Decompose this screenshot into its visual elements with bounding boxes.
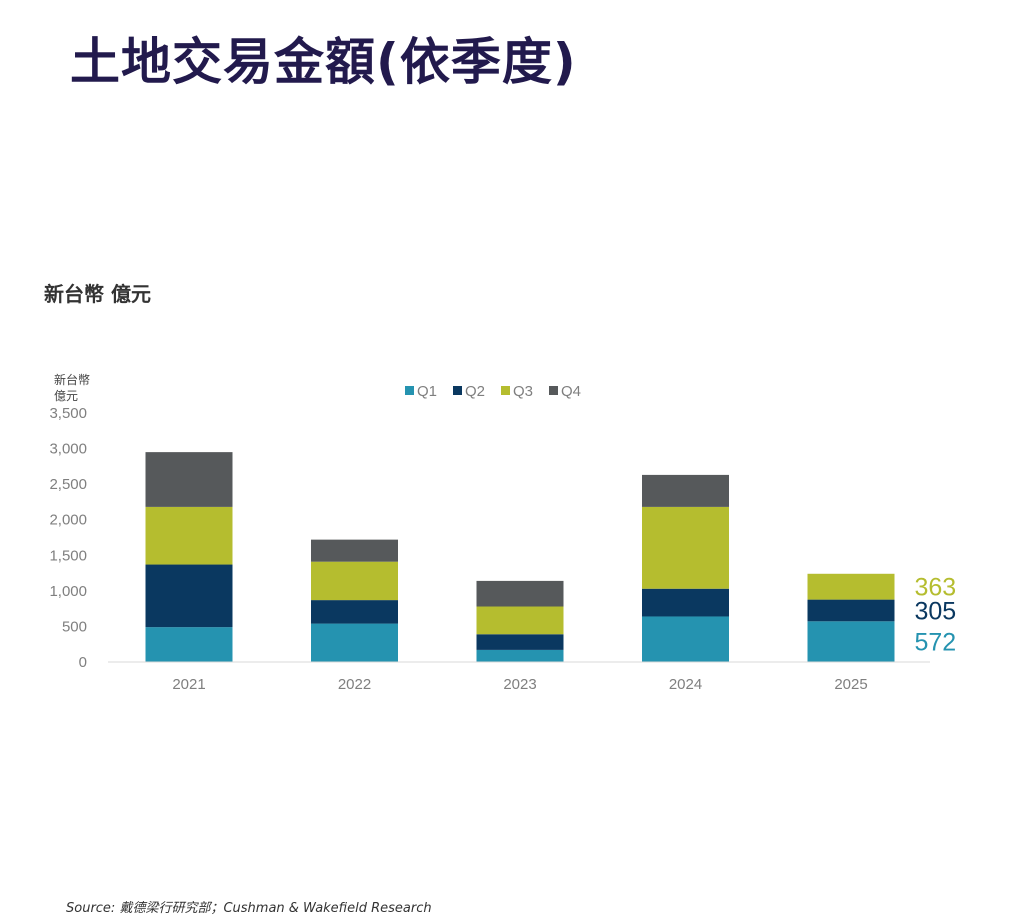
legend-swatch-q1 <box>405 386 414 395</box>
y-axis-label: 新台幣 億元 <box>54 372 90 403</box>
legend-swatch-q4 <box>549 386 558 395</box>
bar-2021-q2 <box>145 564 233 628</box>
bar-2025-q1 <box>807 621 895 662</box>
bar-2022-q4 <box>311 539 398 562</box>
bar-2023-q3 <box>476 606 564 635</box>
legend-label-q3: Q3 <box>513 383 533 400</box>
bar-2021-q3 <box>145 506 233 565</box>
y-tick-label: 1,000 <box>49 583 87 600</box>
x-tick-label: 2022 <box>338 676 371 693</box>
bar-2024-q4 <box>642 474 729 507</box>
x-tick-label: 2023 <box>503 676 536 693</box>
source-note: Source: 戴德梁行研究部；Cushman & Wakefield Rese… <box>66 901 432 916</box>
y-tick-label: 2,500 <box>49 476 87 493</box>
data-label-q1: 572 <box>915 629 957 657</box>
bar-2024-q1 <box>642 616 729 662</box>
legend-swatch-q2 <box>453 386 462 395</box>
bar-2022-q1 <box>311 623 398 662</box>
y-axis-label-line: 億元 <box>54 389 78 403</box>
bar-2025-q2 <box>807 599 895 622</box>
bars <box>145 452 895 662</box>
y-axis-label-line: 新台幣 <box>54 372 90 387</box>
x-axis-ticks: 2021 2022 2023 2024 2025 <box>172 676 867 693</box>
y-tick-label: 1,500 <box>49 547 87 564</box>
bar-2024-q2 <box>642 588 729 617</box>
legend: Q1 Q2 Q3 Q4 <box>405 383 581 400</box>
y-tick-label: 500 <box>62 618 87 635</box>
bar-2023-q2 <box>476 634 564 650</box>
legend-label-q1: Q1 <box>417 383 437 400</box>
data-label-q3: 363 <box>915 574 957 602</box>
page-title: 土地交易金額(依季度) <box>70 33 577 91</box>
bar-2023-q4 <box>476 580 564 607</box>
data-label-q2: 305 <box>915 597 957 625</box>
y-tick-label: 2,000 <box>49 512 87 529</box>
bar-2025-q3 <box>807 573 895 600</box>
y-tick-label: 3,500 <box>49 405 87 422</box>
x-tick-label: 2025 <box>834 676 867 693</box>
y-tick-label: 0 <box>79 654 87 671</box>
x-tick-label: 2024 <box>669 676 702 693</box>
bar-2024-q3 <box>642 506 729 589</box>
bar-2021-q4 <box>145 452 233 507</box>
legend-label-q2: Q2 <box>465 383 485 400</box>
chart-unit-subtitle: 新台幣 億元 <box>44 282 151 306</box>
legend-swatch-q3 <box>501 386 510 395</box>
bar-2021-q1 <box>145 627 233 662</box>
legend-label-q4: Q4 <box>561 383 581 400</box>
y-axis-ticks: 0 500 1,000 1,500 2,000 2,500 3,000 3,500 <box>49 405 87 671</box>
bar-2022-q2 <box>311 600 398 624</box>
x-tick-label: 2021 <box>172 676 205 693</box>
bar-2023-q1 <box>476 649 564 662</box>
bar-2022-q3 <box>311 561 398 601</box>
y-tick-label: 3,000 <box>49 441 87 458</box>
